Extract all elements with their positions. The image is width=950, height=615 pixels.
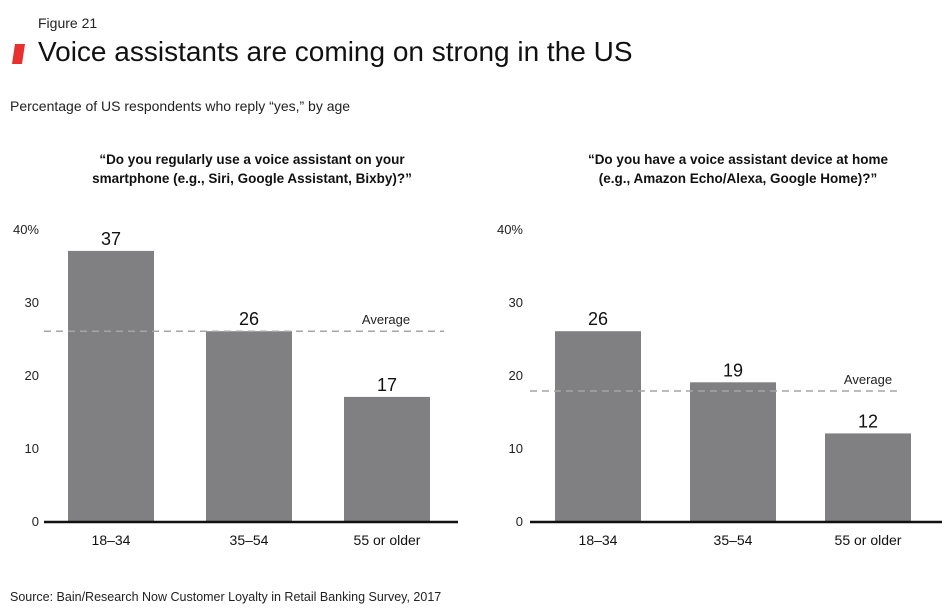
left-y-tick-label: 20: [25, 368, 39, 383]
right-chart-question: “Do you have a voice assistant device at…: [538, 150, 938, 188]
right-y-tick-label: 40%: [497, 222, 523, 237]
left-y-tick-label: 30: [25, 295, 39, 310]
left-y-tick-label: 10: [25, 441, 39, 456]
title-accent-mark: [12, 44, 25, 64]
right-y-tick-label: 0: [516, 514, 523, 529]
left-bar-3: [344, 396, 430, 521]
left-y-tick-label: 0: [32, 514, 39, 529]
right-bar-1: [555, 331, 641, 521]
right-bar-2: [690, 382, 776, 521]
right-y-tick-label: 10: [509, 441, 523, 456]
left-bar-value-label: 26: [239, 309, 259, 329]
left-bar-2: [206, 331, 292, 521]
left-category-label: 18–34: [92, 532, 131, 548]
page-title: Voice assistants are coming on strong in…: [38, 36, 633, 67]
figure-label: Figure 21: [38, 15, 98, 31]
right-bar-value-label: 26: [588, 309, 608, 329]
source-note: Source: Bain/Research Now Customer Loyal…: [10, 590, 442, 604]
right-category-label: 35–54: [714, 532, 753, 548]
chart-subtitle: Percentage of US respondents who reply “…: [10, 98, 351, 114]
left-bar-value-label: 17: [377, 375, 397, 395]
left-bar-1: [68, 250, 154, 521]
right-bar-3: [825, 433, 911, 521]
left-bar-value-label: 37: [101, 229, 121, 249]
right-chart-question-line-1: “Do you have a voice assistant device at…: [587, 152, 889, 167]
right-chart-question-line-2: (e.g., Amazon Echo/Alexa, Google Home)?”: [598, 171, 878, 186]
right-bar-value-label: 12: [858, 411, 878, 431]
right-category-label: 55 or older: [835, 532, 902, 548]
right-bar-value-label: 19: [723, 360, 743, 380]
left-chart-question-line-2: smartphone (e.g., Siri, Google Assistant…: [92, 171, 412, 186]
right-y-tick-label: 20: [509, 368, 523, 383]
left-chart-question: “Do you regularly use a voice assistant …: [52, 150, 452, 188]
left-chart-question-line-1: “Do you regularly use a voice assistant …: [99, 152, 405, 167]
right-category-label: 18–34: [579, 532, 618, 548]
left-category-label: 55 or older: [354, 532, 421, 548]
left-category-label: 35–54: [230, 532, 269, 548]
right-average-label: Average: [844, 372, 892, 387]
left-y-tick-label: 40%: [13, 222, 39, 237]
right-y-tick-label: 30: [509, 295, 523, 310]
left-average-label: Average: [362, 312, 410, 327]
